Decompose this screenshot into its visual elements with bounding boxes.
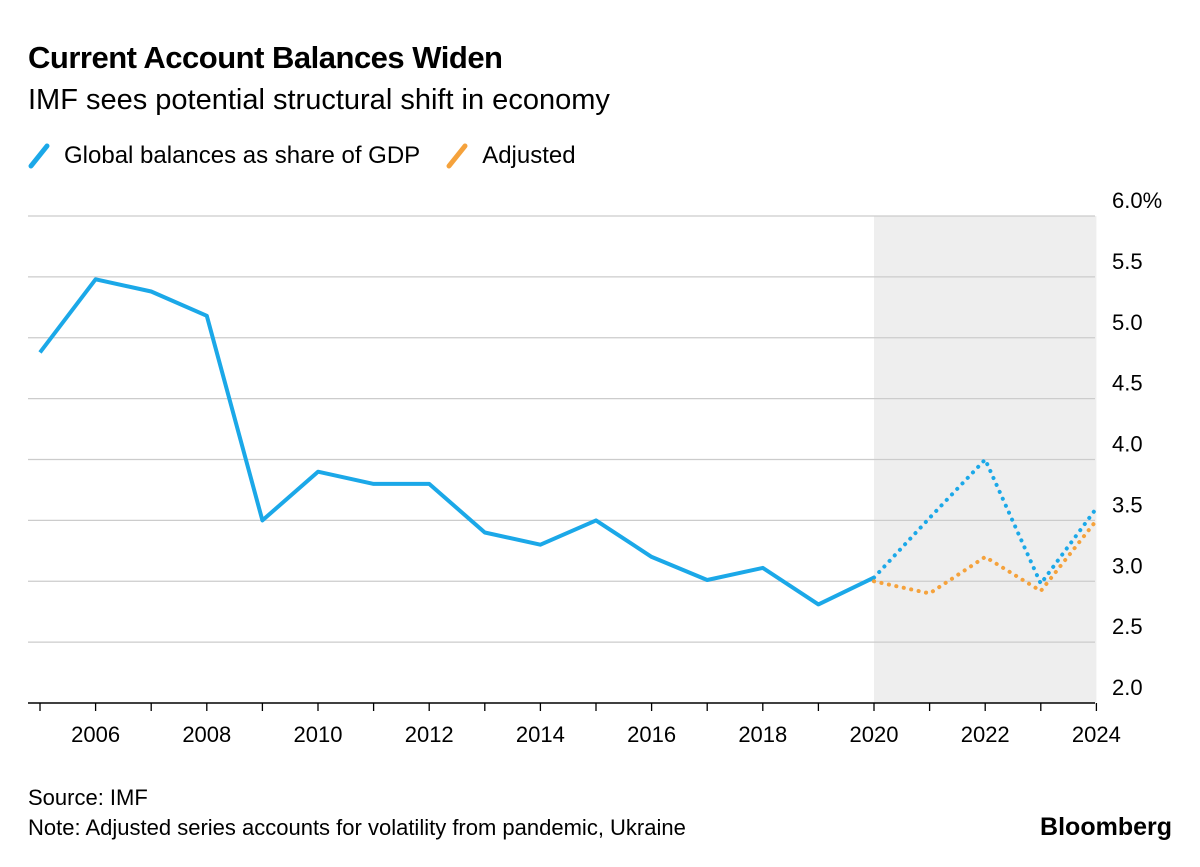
source-text: Source: IMF [28,785,148,810]
note-text: Note: Adjusted series accounts for volat… [28,815,686,840]
y-tick-label: 3.0 [1112,553,1143,578]
x-tick-label: 2016 [627,722,676,747]
y-tick-label: 2.0 [1112,675,1143,700]
x-tick-label: 2018 [738,722,787,747]
series-line-solid-0 [38,277,875,607]
y-tick-label: 3.5 [1112,492,1143,517]
legend-item-adjusted: Adjusted [446,142,576,170]
bloomberg-logo: Bloomberg [1040,813,1172,841]
chart-subtitle: IMF sees potential structural shift in e… [28,84,610,116]
y-tick-label: 4.0 [1112,432,1143,457]
x-tick-label: 2010 [294,722,343,747]
y-tick-label: 6.0% [1112,188,1162,213]
legend-label-adjusted: Adjusted [482,142,576,169]
x-tick-label: 2012 [405,722,454,747]
y-tick-label: 5.5 [1112,249,1143,274]
legend-item-global: Global balances as share of GDP [28,142,420,170]
legend-swatch-adjusted [446,143,468,169]
chart-title: Current Account Balances Widen [28,40,503,75]
series-line-dotted-2 [872,518,1099,596]
x-tick-label: 2006 [71,722,120,747]
y-tick-label: 5.0 [1112,310,1143,335]
x-tick-label: 2008 [182,722,231,747]
x-tick-label: 2014 [516,722,565,747]
legend-swatch-global [28,143,50,169]
legend: Global balances as share of GDP Adjusted [28,142,602,170]
y-tick-label: 4.5 [1112,371,1143,396]
x-tick-label: 2024 [1072,722,1121,747]
series-line-dotted-1 [872,457,1099,586]
x-tick-label: 2020 [850,722,899,747]
x-tick-label: 2022 [961,722,1010,747]
y-tick-label: 2.5 [1112,614,1143,639]
legend-label-global: Global balances as share of GDP [64,142,421,169]
